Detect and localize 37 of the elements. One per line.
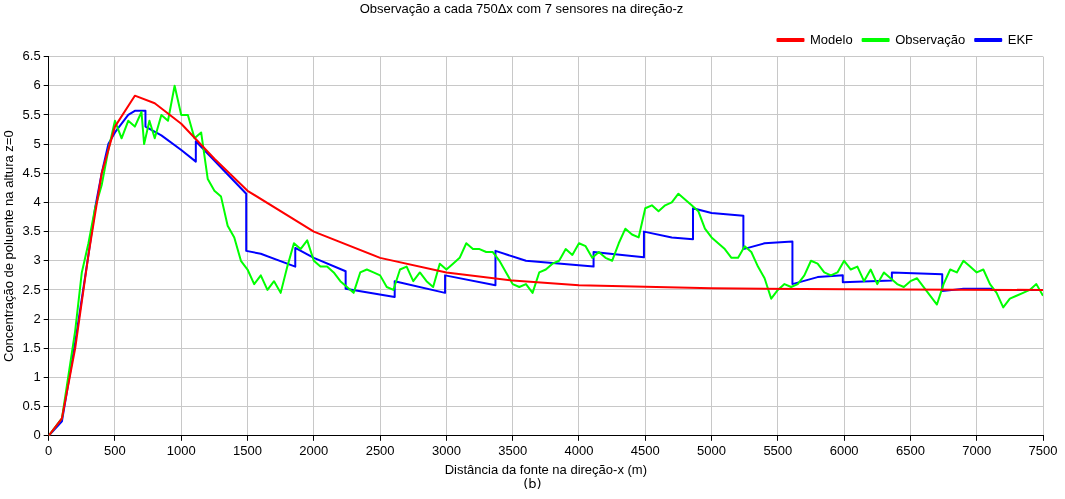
- y-tick-label: 4: [33, 194, 41, 210]
- y-tick-label: 3.5: [22, 223, 41, 239]
- x-tick-label: 2500: [365, 443, 395, 459]
- text: (b): [522, 476, 543, 491]
- x-tick-label: 6500: [895, 443, 925, 459]
- y-tick-label: 0: [33, 427, 41, 443]
- legend-label: Observação: [895, 31, 966, 47]
- x-tick-label: 4000: [564, 443, 594, 459]
- x-tick-label: 500: [104, 443, 126, 459]
- y-tick-label: 2.5: [22, 281, 41, 297]
- x-tick-label: 3000: [431, 443, 461, 459]
- y-tick-label: 5.5: [22, 106, 41, 122]
- legend-label: Modelo: [809, 31, 853, 47]
- x-tick-label: 0: [45, 443, 53, 459]
- chart-title: Observação a cada 750Δx com 7 sensores na direção-z: [359, 1, 684, 17]
- x-tick-label: 7500: [1028, 443, 1058, 459]
- y-tick-label: 6: [33, 77, 41, 93]
- x-tick-label: 3500: [498, 443, 528, 459]
- y-tick-label: 5: [33, 135, 41, 151]
- x-tick-label: 5000: [697, 443, 727, 459]
- y-axis-title: Concentração de poluente na altura z=0: [1, 130, 17, 363]
- y-tick-label: 0.5: [22, 398, 41, 414]
- legend-label: EKF: [1007, 31, 1034, 47]
- y-tick-label: 4.5: [22, 164, 41, 180]
- x-tick-label: 1000: [166, 443, 196, 459]
- x-tick-label: 5500: [763, 443, 793, 459]
- x-tick-label: 7000: [962, 443, 992, 459]
- y-tick-label: 3: [33, 252, 41, 268]
- y-tick-label: 6.5: [22, 48, 41, 64]
- x-tick-label: 4500: [630, 443, 660, 459]
- x-tick-label: 2000: [299, 443, 329, 459]
- y-tick-label: 1: [33, 369, 41, 385]
- x-tick-label: 6000: [829, 443, 859, 459]
- x-tick-label: 1500: [233, 443, 262, 459]
- x-axis-title: Distância da fonte na direção-x (m): [444, 461, 647, 477]
- y-tick-label: 2: [33, 310, 41, 326]
- y-tick-label: 1.5: [22, 339, 41, 355]
